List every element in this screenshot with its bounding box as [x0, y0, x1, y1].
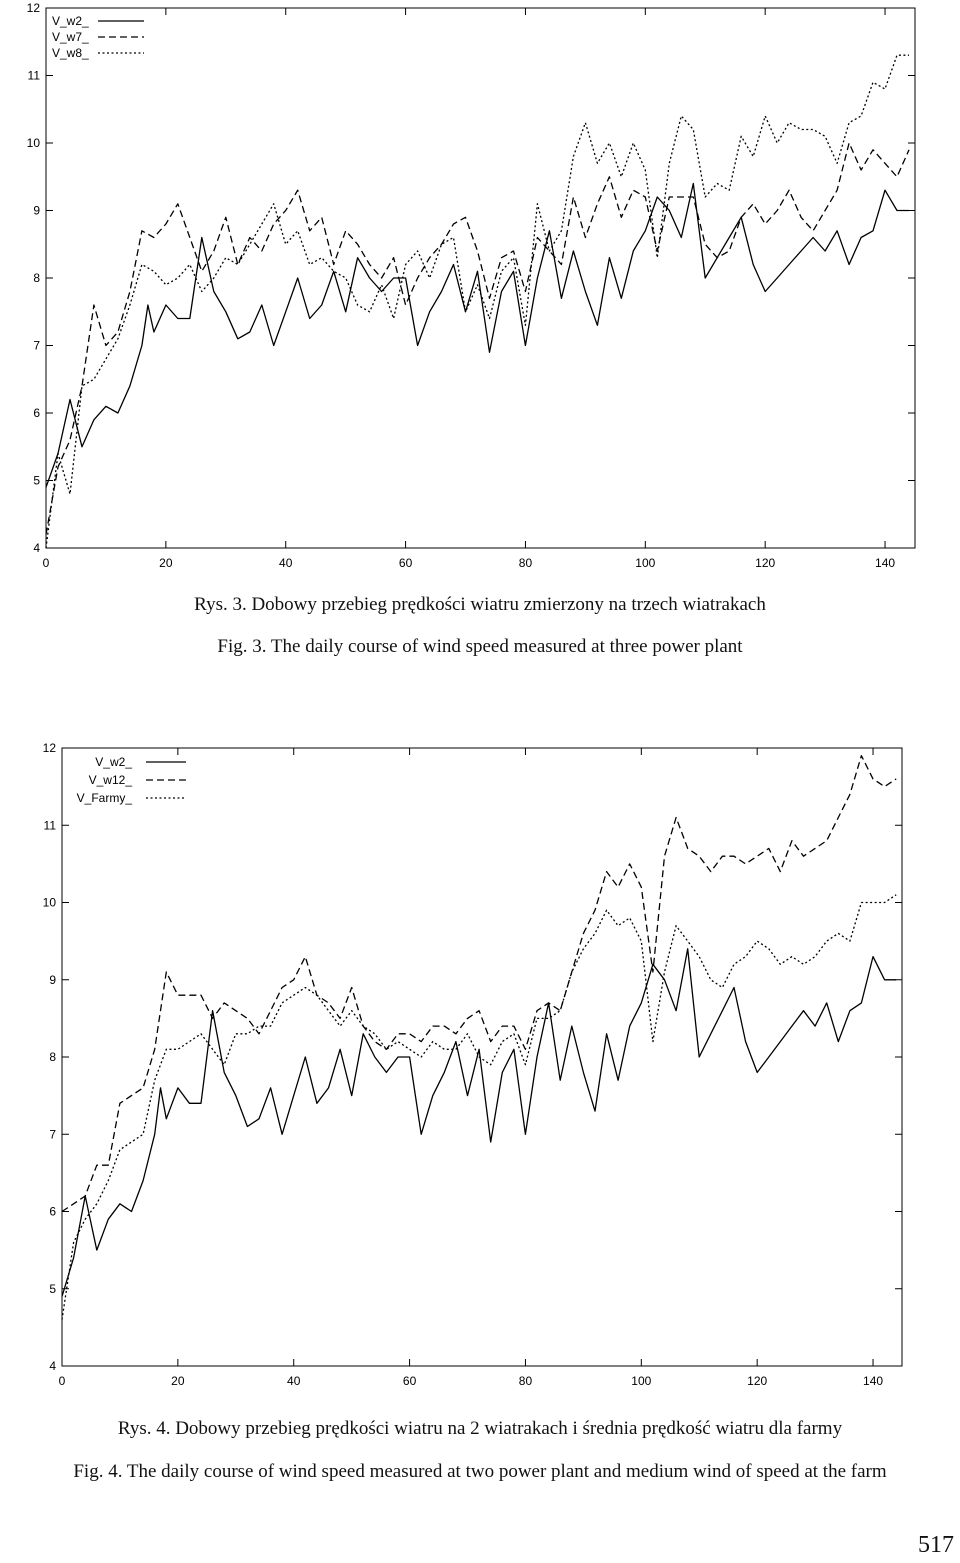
- series-line-2: [61, 894, 897, 1320]
- series-line-0: [61, 948, 897, 1297]
- x-tick-label: 40: [279, 556, 293, 570]
- x-tick-label: 80: [519, 556, 533, 570]
- y-tick-label: 5: [49, 1282, 56, 1296]
- y-tick-label: 10: [43, 896, 57, 910]
- y-tick-label: 4: [49, 1359, 56, 1373]
- y-tick-label: 7: [49, 1127, 56, 1141]
- page-number: 517: [918, 1532, 954, 1558]
- x-tick-label: 80: [519, 1374, 533, 1388]
- x-tick-label: 60: [403, 1374, 417, 1388]
- x-tick-label: 20: [171, 1374, 185, 1388]
- y-tick-label: 7: [33, 339, 40, 353]
- y-tick-label: 4: [33, 541, 40, 555]
- legend-label-1: V_w7_: [52, 30, 89, 44]
- y-tick-label: 12: [27, 1, 41, 15]
- legend-label-2: V_Farmy_: [77, 791, 133, 805]
- x-tick-label: 120: [755, 556, 775, 570]
- x-tick-label: 40: [287, 1374, 301, 1388]
- y-tick-label: 11: [28, 69, 41, 83]
- series-line-1: [61, 755, 897, 1213]
- caption-rys4: Rys. 4. Dobowy przebieg prędkości wiatru…: [117, 1418, 843, 1439]
- x-tick-label: 0: [59, 1374, 66, 1388]
- x-tick-label: 60: [399, 556, 413, 570]
- caption-fig4: Fig. 4. The daily course of wind speed m…: [73, 1461, 887, 1482]
- y-tick-label: 12: [43, 741, 57, 755]
- x-tick-label: 20: [159, 556, 173, 570]
- y-tick-label: 6: [33, 406, 40, 420]
- x-tick-label: 140: [875, 556, 895, 570]
- legend-label-2: V_w8_: [52, 46, 89, 60]
- x-tick-label: 140: [863, 1374, 883, 1388]
- series-line-0: [45, 182, 909, 488]
- y-tick-label: 6: [49, 1205, 56, 1219]
- series-line-1: [45, 142, 910, 535]
- legend-label-0: V_w2_: [52, 14, 89, 28]
- y-tick-label: 8: [49, 1050, 56, 1064]
- y-tick-label: 5: [33, 474, 40, 488]
- plot-frame: [45, 7, 916, 549]
- caption-fig3: Fig. 3. The daily course of wind speed m…: [217, 636, 743, 657]
- legend-label-0: V_w2_: [95, 755, 132, 769]
- y-tick-label: 9: [33, 204, 40, 218]
- plot-frame: [61, 747, 903, 1367]
- y-tick-label: 8: [33, 271, 40, 285]
- y-tick-label: 10: [27, 136, 41, 150]
- x-tick-label: 100: [635, 556, 655, 570]
- x-tick-label: 100: [631, 1374, 651, 1388]
- y-tick-label: 9: [49, 973, 56, 987]
- y-tick-label: 11: [44, 818, 57, 832]
- caption-rys3: Rys. 3. Dobowy przebieg prędkości wiatru…: [194, 594, 766, 615]
- x-tick-label: 0: [43, 556, 50, 570]
- legend-label-1: V_w12_: [89, 773, 133, 787]
- series-line-2: [45, 54, 909, 549]
- x-tick-label: 120: [747, 1374, 767, 1388]
